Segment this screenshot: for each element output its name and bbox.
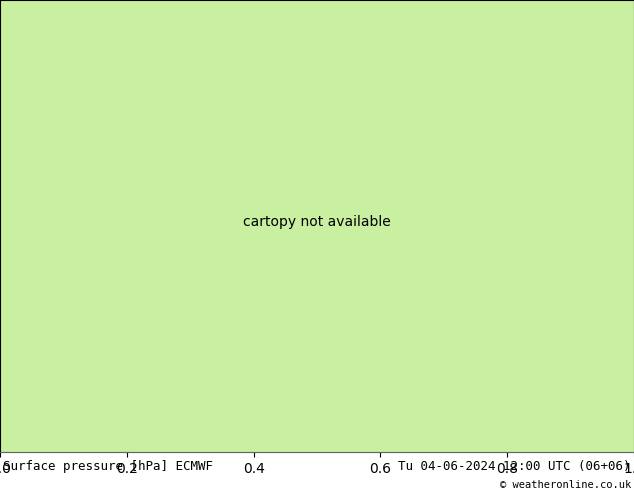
Text: © weatheronline.co.uk: © weatheronline.co.uk — [500, 481, 631, 490]
Text: Surface pressure [hPa] ECMWF: Surface pressure [hPa] ECMWF — [3, 460, 213, 473]
Text: cartopy not available: cartopy not available — [243, 215, 391, 229]
Text: Tu 04-06-2024 12:00 UTC (06+06): Tu 04-06-2024 12:00 UTC (06+06) — [398, 460, 631, 473]
